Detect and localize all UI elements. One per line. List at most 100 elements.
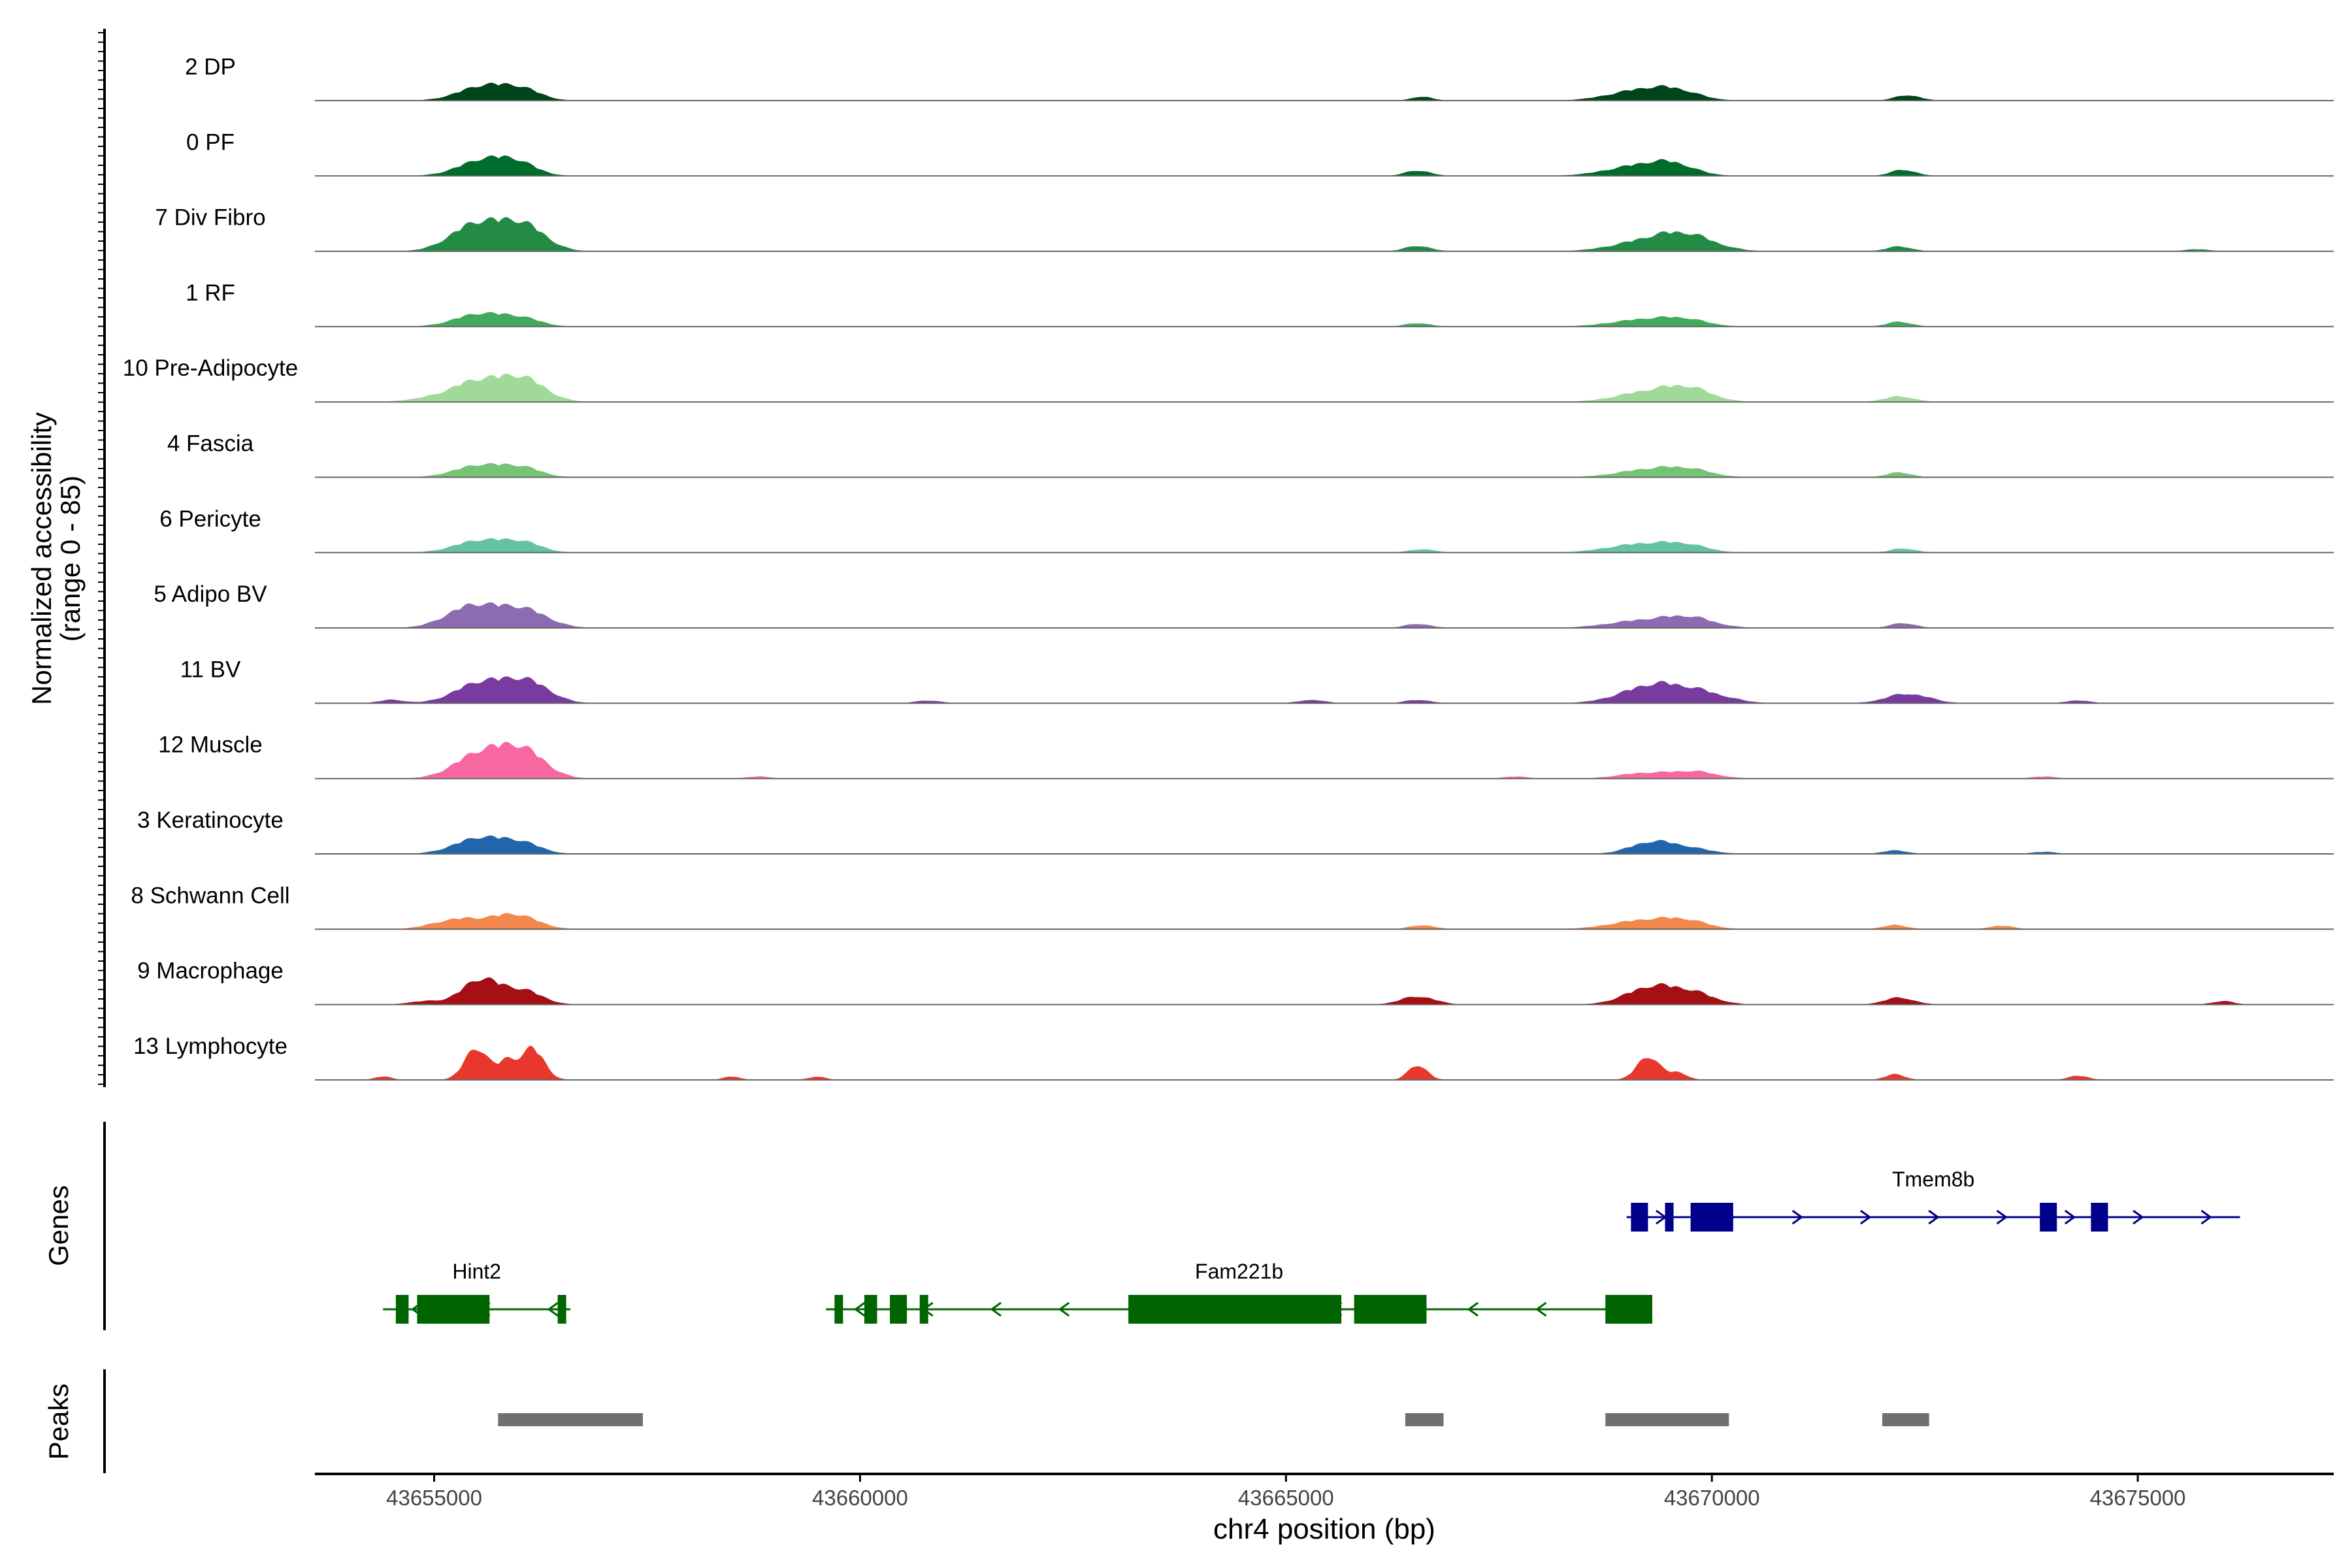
peak-region	[498, 1413, 643, 1426]
track-10: 12 Muscle	[158, 732, 2334, 779]
track-3: 7 Div Fibro	[155, 205, 2334, 252]
peaks-panel-label: Peaks	[43, 1384, 74, 1460]
strand-arrow	[853, 1301, 866, 1317]
strand-arrow	[1058, 1301, 1070, 1317]
track-label: 7 Div Fibro	[155, 205, 265, 231]
strand-arrow	[1860, 1209, 1872, 1225]
track-label: 2 DP	[185, 54, 236, 80]
exon	[834, 1295, 843, 1324]
track-label: 3 Keratinocyte	[137, 808, 284, 833]
track-area	[315, 373, 2334, 402]
peak-region	[1605, 1413, 1729, 1426]
x-axis-ticks: 43655000 43660000 43665000 43670000 43675000	[386, 1474, 2186, 1510]
strand-arrow	[1467, 1301, 1479, 1317]
track-label: 13 Lymphocyte	[133, 1034, 287, 1059]
coverage-panel: 2 DP 0 PF 7 Div Fibro 1 RF 10 Pre-Adipocyte 4…	[26, 29, 2334, 1087]
track-label: 6 Pericyte	[159, 506, 261, 532]
track-8: 5 Adipo BV	[154, 581, 2334, 629]
track-area	[315, 155, 2334, 176]
track-area	[315, 742, 2334, 779]
track-area	[315, 913, 2334, 930]
track-area	[315, 82, 2334, 101]
track-7: 6 Pericyte	[159, 506, 2334, 553]
coverage-y-axis-ticks	[98, 32, 105, 1085]
peak-region	[1882, 1413, 1929, 1426]
track-4: 1 RF	[186, 280, 2334, 327]
track-label: 4 Fascia	[167, 431, 254, 457]
exon	[864, 1295, 877, 1324]
peak-region	[1405, 1413, 1444, 1426]
track-14: 13 Lymphocyte	[133, 1034, 2334, 1081]
track-12: 8 Schwann Cell	[131, 883, 2334, 930]
track-area	[315, 835, 2334, 854]
x-tick-label: 43675000	[2090, 1486, 2186, 1510]
peaks-panel: Peaks	[43, 1369, 1929, 1473]
strand-arrow	[547, 1301, 559, 1317]
exon	[557, 1295, 566, 1324]
exon	[1631, 1203, 1648, 1232]
exon	[417, 1295, 490, 1324]
strand-arrow	[1535, 1301, 1547, 1317]
y-axis-title-line1: Normalized accessibility	[26, 412, 57, 705]
track-area	[315, 538, 2334, 553]
exon	[1690, 1203, 1733, 1232]
peak-regions	[498, 1413, 1929, 1426]
exon	[890, 1295, 907, 1324]
x-tick-label: 43665000	[1238, 1486, 1334, 1510]
track-label: 12 Muscle	[158, 732, 263, 758]
track-area	[315, 602, 2334, 629]
strand-arrow	[1996, 1209, 2008, 1225]
exon	[2091, 1203, 2108, 1232]
genes-panel-label: Genes	[43, 1185, 74, 1266]
track-2: 0 PF	[186, 129, 2334, 177]
gene-fam221b: Fam221b	[826, 1260, 1652, 1324]
track-label: 9 Macrophage	[137, 958, 284, 984]
track-label: 0 PF	[186, 129, 235, 155]
track-1: 2 DP	[185, 54, 2334, 101]
x-axis: 43655000 43660000 43665000 43670000 43675000…	[315, 1473, 2334, 1545]
track-area	[315, 463, 2334, 478]
track-area	[315, 217, 2334, 252]
gene-label: Tmem8b	[1892, 1168, 1974, 1191]
track-area	[315, 676, 2334, 704]
track-label: 1 RF	[186, 280, 235, 306]
y-axis-title-line2: (range 0 - 85)	[55, 476, 86, 642]
track-5: 10 Pre-Adipocyte	[123, 355, 2334, 403]
track-label: 5 Adipo BV	[154, 581, 267, 607]
strand-arrow	[1928, 1209, 1940, 1225]
exon	[1354, 1295, 1427, 1324]
gene-label: Hint2	[452, 1260, 501, 1283]
genes-panel: Genes Tmem8b Hint2 Fam221b	[43, 1122, 2240, 1330]
track-area	[315, 1045, 2334, 1080]
track-9: 11 BV	[180, 657, 2334, 704]
strand-arrow	[2200, 1209, 2213, 1225]
track-label: 11 BV	[180, 657, 241, 682]
exon	[2040, 1203, 2057, 1232]
gene-tmem8b: Tmem8b	[1626, 1168, 2240, 1232]
track-label: 8 Schwann Cell	[131, 883, 289, 908]
strand-arrow	[1791, 1209, 1804, 1225]
exon	[1665, 1203, 1674, 1232]
gene-label: Fam221b	[1195, 1260, 1283, 1283]
track-area	[315, 977, 2334, 1005]
track-area	[315, 312, 2334, 327]
accessibility-tracks: 2 DP 0 PF 7 Div Fibro 1 RF 10 Pre-Adipocyte 4…	[123, 54, 2334, 1081]
exon	[919, 1295, 928, 1324]
strand-arrow	[990, 1301, 1002, 1317]
exon	[1605, 1295, 1652, 1324]
gene-models: Tmem8b Hint2 Fam221b	[383, 1168, 2240, 1324]
track-label: 10 Pre-Adipocyte	[123, 355, 298, 381]
strand-arrow	[2132, 1209, 2144, 1225]
x-tick-label: 43660000	[812, 1486, 908, 1510]
track-6: 4 Fascia	[167, 431, 2334, 478]
exon	[1128, 1295, 1342, 1324]
x-axis-title: chr4 position (bp)	[1213, 1513, 1435, 1545]
track-13: 9 Macrophage	[137, 958, 2334, 1005]
gene-hint2: Hint2	[383, 1260, 571, 1324]
track-11: 3 Keratinocyte	[137, 808, 2334, 855]
x-tick-label: 43670000	[1664, 1486, 1760, 1510]
strand-arrow	[2064, 1209, 2076, 1225]
exon	[395, 1295, 409, 1324]
